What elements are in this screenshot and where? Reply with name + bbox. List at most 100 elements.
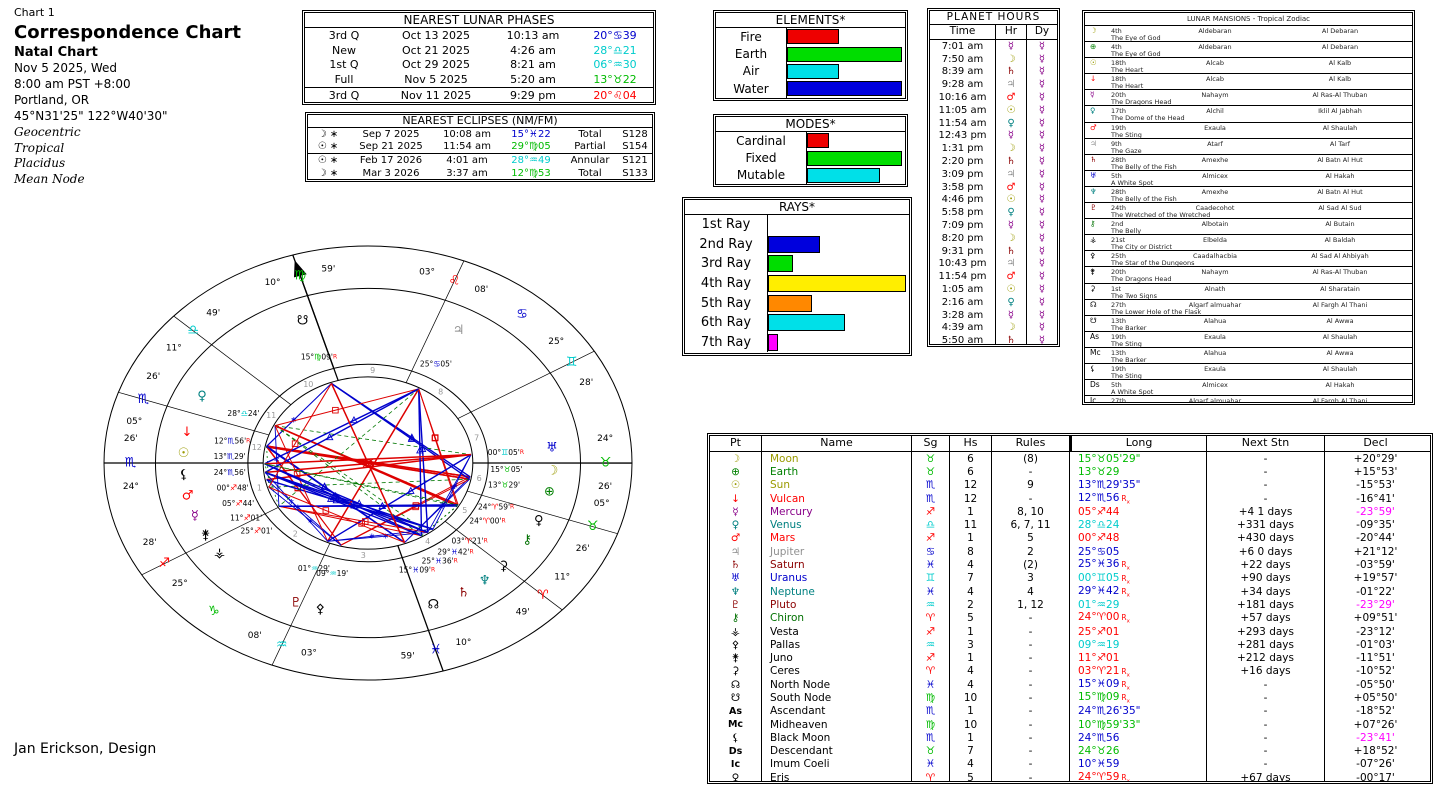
moon-icon: ☽ [996, 142, 1027, 156]
scorpio-sign-icon: ♏ [912, 478, 950, 492]
phase-time: 8:21 am [510, 58, 556, 72]
longitude: 03°♈21 Rx [1070, 664, 1207, 679]
mercury-icon: ☿ [1038, 66, 1046, 78]
eclipse-type: Total [578, 167, 602, 179]
planet-position-label: 01°♒29' [298, 563, 330, 572]
planet-position-label: 29°♓42'R [437, 547, 473, 556]
mars-icon: ♂ [710, 531, 762, 546]
house-cusp-line [397, 545, 444, 672]
jupiter-icon: ♃ [996, 257, 1027, 271]
column-header-pt: Pt [710, 436, 762, 451]
mars-icon: ♂ [996, 180, 1027, 194]
longitude: 25°♋05 [1070, 545, 1207, 559]
mansion-ordinal: 19th [1111, 332, 1126, 341]
pluto-icon: ♇ [710, 598, 762, 612]
planet-position-label: 24°♈59'R [478, 502, 514, 511]
taurus-sign-icon: ♉ [912, 452, 950, 466]
longitude: 28°♎24 [1070, 518, 1207, 532]
virgo-sign-icon: ♍ [1096, 718, 1107, 731]
planet-table-row: ⚴ Pallas ♒ 3-09°♒19 +281 days -01°03' [710, 638, 1430, 652]
aspect-line-sex [404, 478, 470, 543]
mansion-ordinal: 19th [1111, 364, 1126, 373]
aries-sign-icon: ♈ [1096, 611, 1107, 624]
square-aspect-icon [432, 434, 439, 441]
planet-table-row: ♇ Pluto ♒ 2 1, 12 01°♒29 +181 days -23°29' [710, 598, 1430, 612]
mansion-ordinal: 5th [1111, 171, 1122, 180]
planet-hour-row: 5:58 pm ♀ ☿ [930, 206, 1057, 220]
mansion-ordinal: 28th [1111, 155, 1126, 164]
planet-name: Mercury [762, 505, 912, 519]
eclipse-row: ☽ ∗ Sep 7 2025 10:08 am 15°♓22 Total S128 [308, 128, 652, 141]
jupiter-icon: ♃ [1090, 138, 1097, 148]
declination: +09°51' [1353, 612, 1398, 625]
declination: -09°35' [1356, 519, 1395, 532]
mansion-ordinal: 24th [1111, 204, 1126, 213]
longitude-position: 24°♉26 [1078, 745, 1119, 757]
planet-hours-body: 7:01 am ☿ ☿ 7:50 am ☽ ☿ 8:39 am ♄ ☿ 9:28 am ♃ ☿ 10:1… [930, 40, 1057, 344]
mansion-name: Alahua [1203, 348, 1227, 357]
mercury-icon: ☿ [1038, 245, 1046, 257]
house-number: 1 [950, 731, 992, 745]
taurus-sign-icon: ♉ [1096, 452, 1107, 465]
declination: +19°57' [1353, 572, 1398, 585]
planet-table-row: ♂ Mars ♐ 1 5 00°♐48 +430 days -20°44' [710, 531, 1430, 546]
position-degree: 28° [1078, 519, 1097, 532]
position-minute: 21 [622, 43, 637, 57]
mansion-ordinal: 5th [1111, 381, 1122, 390]
leo-sign-icon: ♌ [449, 274, 461, 289]
mansion-arabic-name: Al Shaulah [1322, 364, 1358, 373]
phase-date: Nov 5 2025 [404, 72, 468, 86]
planet-hour-row: 10:43 pm ♃ ☿ [930, 257, 1057, 271]
aspect-line-qui [274, 425, 428, 533]
next-station: +430 days [1207, 531, 1325, 546]
mansion-arabic-name: Al Kalb [1328, 59, 1352, 68]
position-minute: 29 [1106, 598, 1120, 611]
aspect-line-sex [266, 479, 342, 546]
cusp-degree-label: 25° [548, 337, 564, 347]
retrograde-icon: Rx [1121, 560, 1130, 572]
mansion-meaning: The Dragons Head [1111, 275, 1172, 284]
mansion-ordinal: 21st [1111, 236, 1126, 245]
planet-name: North Node [762, 678, 912, 692]
mansion-ordinal: 20th [1111, 91, 1126, 100]
cusp-degree-label: 10° [455, 638, 471, 648]
aspect-line-qui [264, 463, 458, 507]
position-minute: 09 [1106, 691, 1120, 704]
hour-time: 5:58 pm [930, 206, 996, 220]
lunar-mansion-row: ♆ 28th Amexhe Al Batn Al Hut The Belly of th… [1085, 187, 1412, 204]
hour-time: 11:54 am [930, 116, 996, 130]
cancer-sign-icon: ♋ [612, 28, 623, 42]
saturn-icon: ♄ [458, 585, 470, 600]
sagittarius-sign-icon: ♐ [1096, 532, 1107, 545]
lunar-phases-panel: NEAREST LUNAR PHASES 3rd Q Oct 13 2025 10:… [302, 10, 656, 105]
position-minute: 42 [1106, 584, 1120, 597]
planet-name: South Node [762, 691, 912, 705]
planet-hour-row: 10:16 am ♂ ☿ [930, 91, 1057, 104]
jupiter-icon: ♃ [453, 323, 465, 338]
bar-value [787, 46, 902, 62]
position-degree: 15° [1078, 452, 1097, 465]
position-minute: 48 [1106, 532, 1120, 545]
planet-table-row: ♄ Saturn ♓ 4 (2) 25°♓36 Rx +22 days -03°59' [710, 558, 1430, 572]
virgo-sign-icon: ♍ [529, 167, 538, 179]
bar-row: 3rd Ray [685, 254, 909, 274]
lunar-phase-row: Full Nov 5 2025 5:20 am 13°♉22 [305, 72, 653, 87]
mansion-meaning: The Heart [1111, 66, 1144, 75]
sun-icon: ☉ [178, 446, 190, 461]
house-number: 1 [950, 704, 992, 718]
col-time: Time [930, 25, 996, 39]
bar-value [768, 314, 845, 332]
planet-table-row: ♅ Uranus ♊ 7 3 00°♊05 Rx +90 days +19°57' [710, 571, 1430, 585]
aspect-line-sex [266, 383, 332, 447]
next-station: +281 days [1207, 638, 1325, 652]
mars-icon: ♂ [1090, 122, 1097, 132]
sagittarius-sign-icon: ♐ [912, 624, 950, 639]
eclipse-position: 29°♍05 [500, 141, 562, 152]
longitude: 15°♉05'29" [1070, 452, 1207, 466]
lunar-mansions-body: ☽ 4th Aldebaran Al Debaran The Eye of God ⊕ 4t… [1085, 26, 1412, 402]
declination: -01°22' [1356, 585, 1395, 598]
declination: -03°59' [1356, 559, 1395, 572]
cancer-sign-icon: ♋ [1096, 545, 1107, 558]
position-minute: 05 [537, 141, 551, 153]
aspect-line-squ [268, 486, 405, 544]
